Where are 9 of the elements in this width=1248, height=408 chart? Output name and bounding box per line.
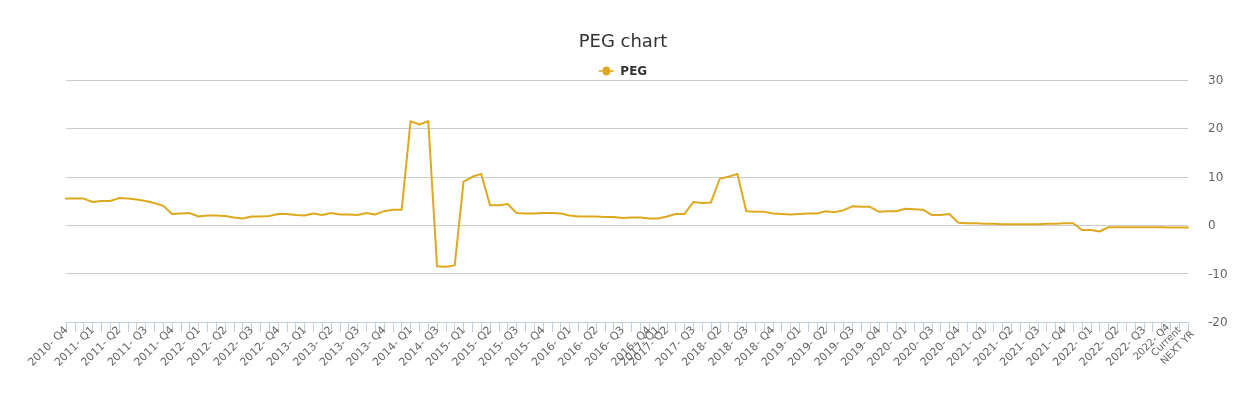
- line-series: [65, 120, 1189, 268]
- y-tick-label: 30: [1208, 73, 1224, 87]
- y-tick-label: -20: [1208, 315, 1228, 329]
- y-tick-label: 10: [1208, 169, 1224, 184]
- legend-label: PEG: [620, 64, 648, 78]
- y-tick-label: 20: [1208, 121, 1224, 136]
- y-tick-label: 0: [1208, 218, 1216, 233]
- y-tick-label: -10: [1208, 266, 1228, 281]
- chart-title: PEG chart: [578, 29, 668, 51]
